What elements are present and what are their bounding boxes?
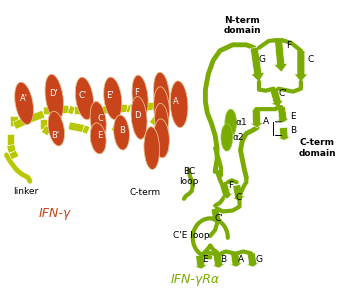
Text: C': C' (215, 214, 223, 223)
Text: C': C' (79, 91, 87, 100)
Ellipse shape (90, 102, 106, 140)
Polygon shape (68, 122, 84, 132)
Ellipse shape (15, 82, 34, 124)
Text: C: C (235, 193, 242, 202)
Polygon shape (7, 144, 16, 153)
Polygon shape (229, 253, 243, 267)
Polygon shape (97, 106, 104, 115)
Text: A': A' (20, 94, 28, 103)
Text: B: B (220, 255, 226, 264)
Text: E: E (290, 112, 296, 122)
Ellipse shape (170, 81, 188, 128)
Text: A: A (263, 117, 269, 126)
Text: B': B' (51, 131, 59, 140)
Ellipse shape (45, 74, 64, 121)
Polygon shape (6, 134, 14, 145)
Text: α1: α1 (236, 118, 247, 127)
Polygon shape (126, 104, 132, 113)
Polygon shape (210, 208, 223, 223)
Text: α2: α2 (233, 133, 244, 142)
Ellipse shape (154, 87, 170, 130)
Text: F: F (146, 88, 151, 97)
Text: C: C (97, 115, 103, 123)
Text: F: F (134, 88, 139, 97)
Text: IFN-γRα: IFN-γRα (171, 273, 220, 286)
Polygon shape (43, 105, 69, 115)
Polygon shape (232, 185, 245, 201)
Text: B: B (120, 126, 125, 135)
Text: BC
loop: BC loop (179, 167, 199, 186)
Polygon shape (103, 104, 128, 114)
Polygon shape (250, 109, 264, 128)
Polygon shape (246, 253, 259, 267)
Polygon shape (13, 115, 32, 129)
Ellipse shape (131, 96, 147, 139)
Ellipse shape (221, 124, 233, 151)
Text: F: F (286, 41, 291, 50)
Ellipse shape (144, 127, 160, 169)
Text: G: G (258, 55, 265, 64)
Text: IFN-γ: IFN-γ (38, 207, 71, 220)
Polygon shape (250, 47, 264, 82)
Polygon shape (274, 40, 287, 72)
Polygon shape (294, 51, 308, 82)
Text: A: A (173, 97, 179, 106)
Text: D: D (134, 111, 140, 120)
Polygon shape (40, 119, 47, 129)
Polygon shape (153, 103, 158, 111)
Text: A: A (238, 255, 244, 264)
Text: C-term
domain: C-term domain (299, 138, 336, 158)
Text: linker: linker (14, 187, 39, 196)
Ellipse shape (90, 123, 106, 154)
Polygon shape (67, 106, 75, 115)
Polygon shape (9, 150, 19, 160)
Text: B: B (290, 126, 296, 135)
Text: C': C' (278, 89, 287, 98)
Text: C'E loop: C'E loop (174, 231, 210, 240)
Text: D': D' (49, 89, 58, 98)
Polygon shape (194, 255, 208, 269)
Polygon shape (277, 127, 291, 140)
Polygon shape (82, 125, 90, 134)
Text: F: F (228, 181, 233, 190)
Ellipse shape (75, 77, 94, 120)
Polygon shape (130, 102, 154, 112)
Ellipse shape (155, 103, 168, 138)
Ellipse shape (154, 72, 170, 115)
Text: C: C (307, 55, 314, 64)
Ellipse shape (132, 75, 148, 118)
Polygon shape (149, 116, 159, 126)
Text: E': E' (106, 91, 114, 100)
Text: G: G (256, 255, 262, 264)
Polygon shape (11, 116, 18, 126)
Ellipse shape (154, 119, 170, 158)
Polygon shape (28, 110, 45, 122)
Text: N-term
domain: N-term domain (224, 16, 261, 35)
Ellipse shape (104, 77, 122, 120)
Ellipse shape (114, 115, 129, 150)
Polygon shape (111, 123, 119, 132)
Ellipse shape (48, 111, 64, 146)
Polygon shape (41, 125, 52, 136)
Text: C-term: C-term (129, 188, 160, 196)
Polygon shape (212, 254, 225, 268)
Polygon shape (219, 181, 233, 199)
Ellipse shape (225, 109, 237, 136)
Text: E: E (98, 131, 103, 140)
Polygon shape (270, 87, 284, 106)
Polygon shape (276, 107, 290, 123)
Polygon shape (154, 120, 164, 131)
Polygon shape (74, 106, 98, 114)
Text: E: E (203, 255, 208, 264)
